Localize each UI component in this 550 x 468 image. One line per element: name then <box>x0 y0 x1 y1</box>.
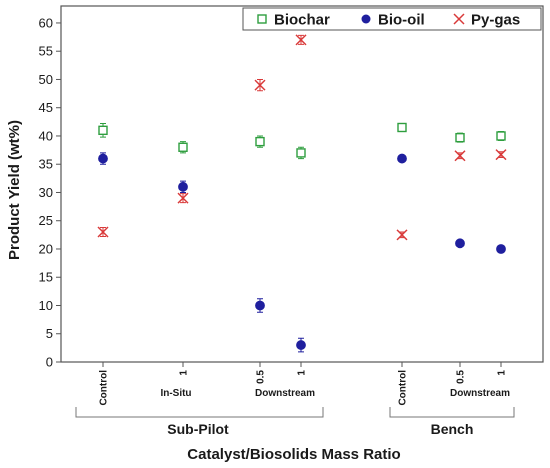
biochar-point <box>296 148 306 158</box>
x-tick-label: 1 <box>297 370 308 376</box>
legend-label: Bio-oil <box>378 12 425 29</box>
y-tick-label: 25 <box>39 213 53 228</box>
y-tick-label: 60 <box>39 15 53 30</box>
x-tick-label: 0.5 <box>256 370 267 384</box>
biochar-point <box>255 136 265 147</box>
y-tick-label: 50 <box>39 72 53 87</box>
biochar-point <box>178 142 188 152</box>
group-bracket <box>75 407 324 418</box>
bio-oil-point <box>496 244 506 254</box>
py-gas-point <box>295 34 307 46</box>
x-axis-title: Catalyst/Biosolids Mass Ratio <box>187 446 400 463</box>
group-label: Bench <box>431 421 474 437</box>
group-label: Sub-Pilot <box>167 421 229 437</box>
sub-label: Downstream <box>450 388 510 399</box>
y-tick-label: 40 <box>39 128 53 143</box>
py-gas-point <box>396 229 408 241</box>
group-bracket <box>389 407 515 418</box>
bio-oil-point <box>455 238 465 249</box>
biochar-point <box>98 125 108 136</box>
y-axis: 0 5 10 15 20 25 30 35 40 45 50 55 60 <box>39 15 61 370</box>
y-axis-title: Product Yield (wt%) <box>6 120 23 260</box>
plot-frame <box>60 5 544 363</box>
bio-oil-point <box>98 153 108 164</box>
py-gas-point <box>97 226 109 238</box>
bio-oil-point <box>178 181 188 192</box>
x-tick-label: 1 <box>497 370 508 376</box>
data-points <box>97 34 507 353</box>
y-tick-label: 15 <box>39 270 53 285</box>
py-gas-point <box>454 150 466 162</box>
py-gas-point <box>254 79 266 91</box>
legend-box <box>242 7 542 31</box>
legend-x-icon <box>453 13 465 25</box>
py-gas-point <box>495 149 507 161</box>
legend-square-icon <box>257 14 267 24</box>
y-tick-label: 45 <box>39 100 53 115</box>
y-tick-label: 0 <box>46 355 53 370</box>
x-tick-label: Control <box>99 370 110 406</box>
x-tick-label: 1 <box>179 370 190 376</box>
y-tick-label: 5 <box>46 326 53 341</box>
y-tick-label: 55 <box>39 44 53 59</box>
biochar-point <box>496 131 506 141</box>
y-tick-label: 30 <box>39 185 53 200</box>
biochar-point <box>397 122 407 133</box>
y-tick-label: 10 <box>39 298 53 313</box>
x-tick-label: 0.5 <box>456 370 467 384</box>
sub-label: Downstream <box>255 388 315 399</box>
legend-label: Py-gas <box>471 12 520 29</box>
legend-circle-icon <box>361 14 371 24</box>
x-tick-label: Control <box>398 370 409 406</box>
y-tick-label: 35 <box>39 157 53 172</box>
biochar-point <box>455 132 465 143</box>
legend-label: Biochar <box>274 12 330 29</box>
bio-oil-point <box>255 300 265 311</box>
y-tick-label: 20 <box>39 241 53 256</box>
bio-oil-point <box>397 153 407 164</box>
legend: Biochar Bio-oil Py-gas <box>242 7 542 31</box>
bio-oil-point <box>296 340 306 350</box>
x-axis: Control 1 0.5 1 Control 0.5 1 In-Situ Downstream… <box>75 362 515 437</box>
py-gas-point <box>177 192 189 204</box>
sub-label: In-Situ <box>160 388 191 399</box>
